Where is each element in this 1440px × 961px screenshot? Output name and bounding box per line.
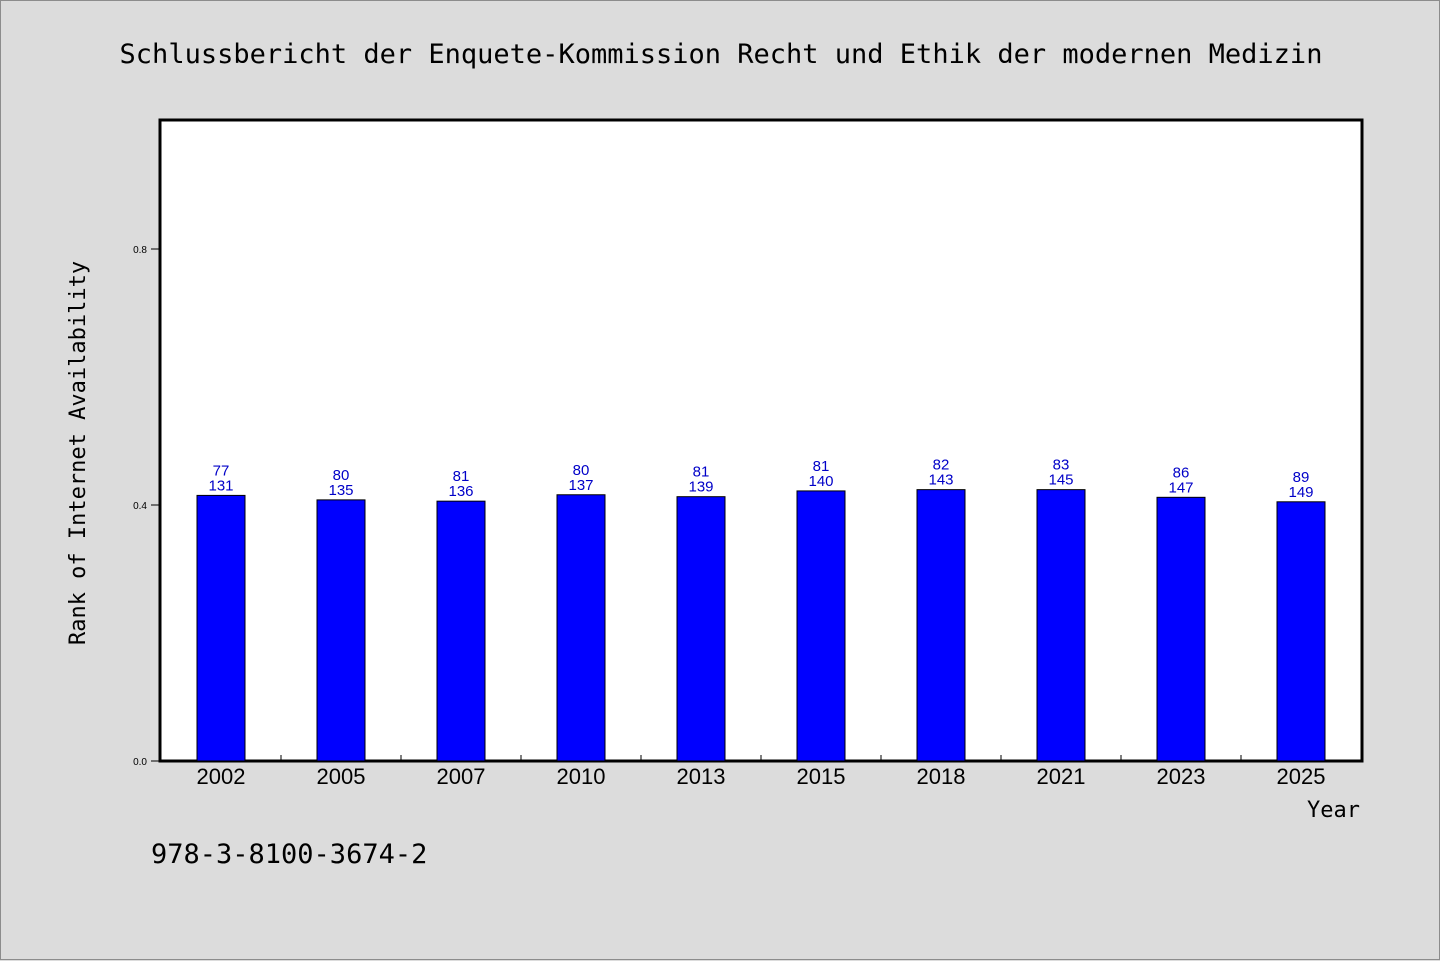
data-label-top-2021: 83 — [1053, 457, 1070, 474]
data-label-top-2005: 80 — [333, 467, 350, 484]
y-tick-label-0: 0.0 — [133, 757, 147, 768]
bar-2013 — [676, 496, 726, 762]
bar-2023 — [1156, 496, 1206, 762]
x-tick-label-2002: 2002 — [197, 764, 246, 789]
data-label-top-2018: 82 — [933, 457, 950, 474]
x-tick-label-2007: 2007 — [437, 764, 486, 789]
data-label-bottom-2005: 135 — [328, 482, 353, 499]
data-label-bottom-2023: 147 — [1168, 479, 1193, 496]
x-tick-label-2015: 2015 — [797, 764, 846, 789]
y-tick-label-1: 0.4 — [133, 501, 147, 512]
data-label-top-2023: 86 — [1173, 464, 1190, 481]
y-axis-label: Rank of Internet Availability — [66, 261, 91, 645]
y-tick-label-2: 0.8 — [133, 245, 147, 256]
x-tick-label-2025: 2025 — [1277, 764, 1326, 789]
x-axis-label: Year — [1307, 798, 1360, 823]
x-tick-label-2005: 2005 — [317, 764, 366, 789]
data-label-bottom-2018: 143 — [928, 472, 953, 489]
bar-2005 — [316, 499, 366, 762]
bar-2021 — [1036, 489, 1086, 762]
bar-2007 — [436, 500, 486, 762]
x-tick-label-2018: 2018 — [917, 764, 966, 789]
bar-2010 — [556, 494, 606, 762]
data-label-top-2010: 80 — [573, 462, 590, 479]
chart-title: Schlussbericht der Enquete-Kommission Re… — [120, 39, 1323, 70]
data-label-bottom-2025: 149 — [1288, 484, 1313, 501]
bar-2025 — [1276, 501, 1326, 762]
data-label-bottom-2007: 136 — [448, 483, 473, 500]
bars-group: 7713180135811368013781139811408214383145… — [196, 457, 1326, 762]
data-label-bottom-2002: 131 — [208, 477, 233, 494]
bar-2002 — [196, 494, 246, 762]
data-label-bottom-2021: 145 — [1048, 472, 1073, 489]
data-label-top-2002: 77 — [213, 462, 230, 479]
bar-2018 — [916, 489, 966, 762]
bar-2015 — [796, 490, 846, 762]
data-label-bottom-2015: 140 — [808, 473, 833, 490]
x-tick-label-2021: 2021 — [1037, 764, 1086, 789]
data-label-top-2025: 89 — [1293, 469, 1310, 486]
x-tick-label-2013: 2013 — [677, 764, 726, 789]
data-label-top-2013: 81 — [693, 464, 710, 481]
data-label-bottom-2010: 137 — [568, 477, 593, 494]
ticks-group: 2002 2005 2007 2010 2013 2015 2018 2021 2023 2025… — [133, 245, 1325, 789]
x-tick-label-2010: 2010 — [557, 764, 606, 789]
isbn-footnote: 978-3-8100-3674-2 — [151, 839, 427, 870]
data-label-bottom-2013: 139 — [688, 479, 713, 496]
data-label-top-2015: 81 — [813, 458, 830, 475]
data-label-top-2007: 81 — [453, 468, 470, 485]
x-tick-label-2023: 2023 — [1157, 764, 1206, 789]
